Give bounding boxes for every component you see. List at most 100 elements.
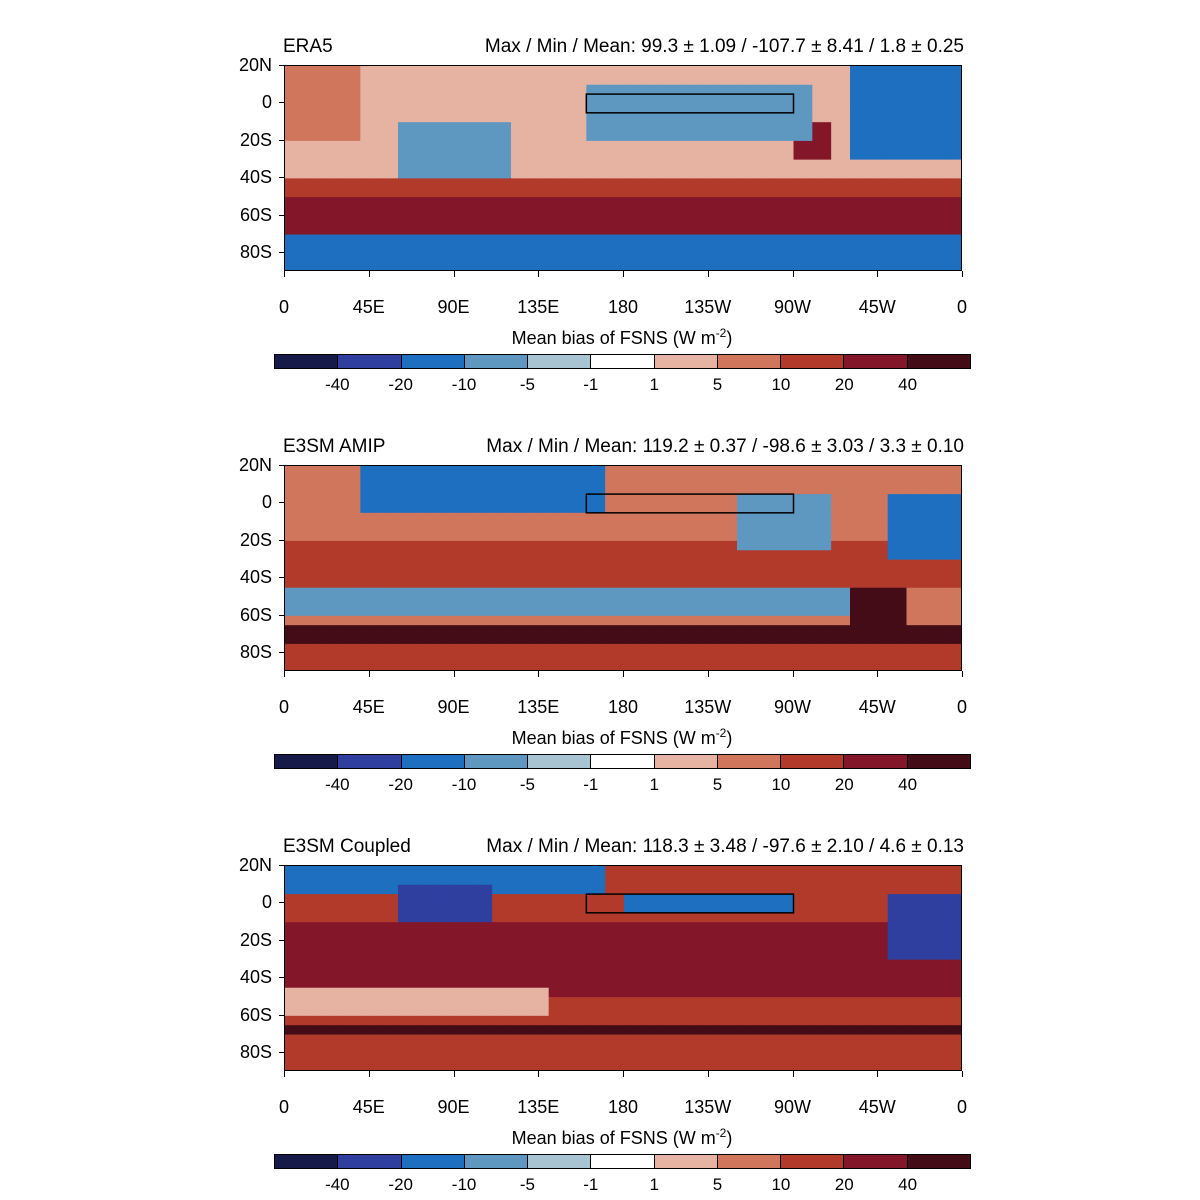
field-cell: [944, 653, 961, 664]
field-cell: [868, 1034, 889, 1045]
field-cell: [454, 978, 474, 989]
field-cell: [548, 531, 568, 542]
field-cell: [435, 875, 455, 886]
field-cell: [548, 503, 568, 514]
lat-tick: [279, 614, 284, 616]
field-cell: [548, 1025, 568, 1036]
field-cell: [793, 606, 813, 617]
field-cell: [812, 940, 832, 951]
field-cell: [341, 253, 361, 264]
field-cell: [850, 615, 870, 626]
lon-tick: [284, 1071, 285, 1077]
field-cell: [755, 903, 776, 914]
field-cell: [360, 894, 380, 904]
field-cell: [341, 866, 361, 876]
field-cell: [605, 140, 625, 151]
field-cell: [887, 197, 907, 207]
field-cell: [868, 1015, 889, 1026]
field-cell: [473, 950, 493, 961]
field-cell: [454, 494, 474, 504]
lon-tick: [623, 1071, 624, 1077]
field-cell: [379, 894, 399, 904]
field-cell: [718, 894, 738, 904]
field-cell: [661, 522, 681, 533]
field-cell: [548, 894, 568, 904]
field-cell: [416, 484, 437, 495]
field-cell: [661, 475, 681, 486]
lon-tick: [962, 671, 963, 677]
field-cell: [699, 522, 719, 533]
field-cell: [699, 959, 719, 970]
field-cell: [511, 606, 531, 617]
field-cell: [398, 1053, 418, 1064]
field-cell: [831, 503, 851, 514]
field-cell: [868, 940, 889, 951]
field-cell: [868, 169, 889, 179]
field-cell: [906, 950, 926, 961]
field-cell: [398, 978, 418, 989]
field-cell: [925, 875, 945, 886]
colorbar-label: 20: [834, 375, 854, 394]
field-cell: [755, 884, 776, 895]
field-cell: [322, 103, 342, 114]
field-cell: [303, 978, 324, 989]
field-cell: [322, 1015, 342, 1026]
field-cell: [850, 1034, 870, 1045]
region-box: [585, 93, 795, 114]
field-cell: [398, 475, 418, 486]
field-cell: [473, 987, 493, 998]
lon-tick: [453, 1071, 455, 1077]
field-cell: [642, 243, 663, 254]
field-cell: [718, 634, 738, 645]
field-cell: [586, 987, 606, 998]
field-cell: [529, 234, 550, 245]
field-cell: [548, 931, 568, 942]
field-cell: [492, 634, 512, 645]
field-cell: [680, 625, 700, 636]
field-cell: [774, 569, 794, 579]
field-cell: [492, 931, 512, 942]
field-cell: [887, 606, 907, 617]
field-cell: [906, 978, 926, 989]
field-cell: [831, 903, 851, 914]
field-cell: [699, 178, 719, 189]
field-cell: [529, 1015, 550, 1026]
field-cell: [793, 662, 813, 670]
field-cell: [511, 634, 531, 645]
field-cell: [529, 997, 550, 1007]
field-cell: [605, 578, 625, 589]
field-cell: [511, 75, 531, 86]
field-cell: [435, 234, 455, 245]
field-cell: [774, 653, 794, 664]
field-cell: [303, 1015, 324, 1026]
field-cell: [793, 94, 813, 104]
field-cell: [887, 634, 907, 645]
field-cell: [868, 75, 889, 86]
field-cell: [831, 550, 851, 561]
colorbar-swatch: [401, 355, 465, 368]
field-cell: [642, 522, 663, 533]
field-cell: [906, 197, 926, 207]
field-cell: [605, 206, 625, 217]
field-cell: [398, 94, 418, 104]
field-cell: [887, 484, 907, 495]
field-cell: [737, 1006, 757, 1017]
field-cell: [661, 866, 681, 876]
field-cell: [755, 484, 776, 495]
lat-tick: [279, 539, 284, 541]
field-cell: [473, 512, 493, 523]
colorbar-swatch: [338, 755, 402, 768]
field-cell: [492, 978, 512, 989]
field-cell: [737, 475, 757, 486]
field-cell: [737, 875, 757, 886]
colorbar-title-suffix: ): [726, 728, 733, 748]
colorbar-swatch: [338, 1155, 402, 1168]
field-cell: [586, 1025, 606, 1036]
field-cell: [548, 84, 568, 95]
field-cell: [944, 987, 961, 998]
field-cell: [944, 503, 961, 514]
field-cell: [850, 103, 870, 114]
field-cell: [529, 884, 550, 895]
field-cell: [831, 615, 851, 626]
field-cell: [473, 643, 493, 654]
